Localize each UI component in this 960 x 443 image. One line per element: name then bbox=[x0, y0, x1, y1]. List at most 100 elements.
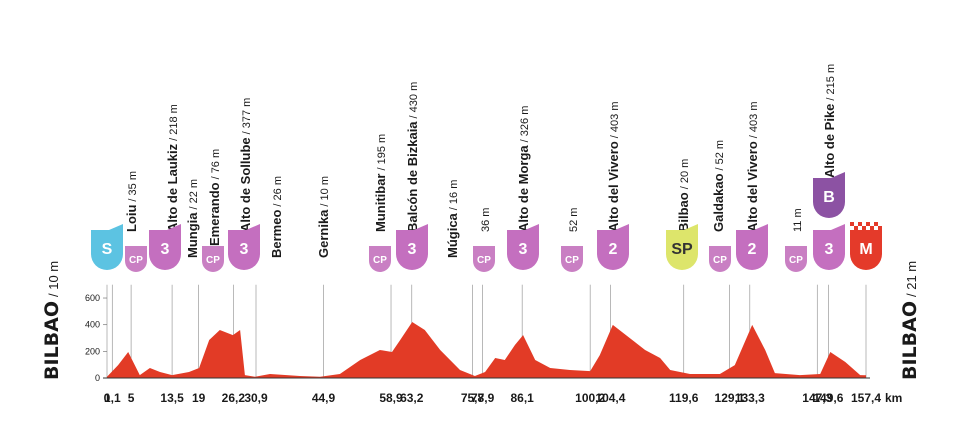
checker bbox=[866, 222, 870, 226]
badge-flag bbox=[109, 224, 123, 230]
waypoint-name: Alto del Vivero bbox=[606, 141, 621, 232]
x-tick-label: 157,4 bbox=[851, 391, 881, 405]
waypoint-label: Alto de Sollube / 377 m bbox=[238, 98, 253, 232]
badge-flag bbox=[831, 172, 845, 178]
badge-flag bbox=[414, 224, 428, 230]
badge-flag bbox=[615, 224, 629, 230]
waypoint-label: Alto del Vivero / 403 m bbox=[745, 102, 760, 232]
x-tick-label: 26,2 bbox=[222, 391, 246, 405]
waypoint-label: Alto del Vivero / 403 m bbox=[606, 102, 621, 232]
badge-flag bbox=[684, 224, 698, 230]
checker bbox=[878, 226, 882, 230]
waypoint-label: Múgica/ 16 m bbox=[445, 180, 460, 258]
badge-label: SP bbox=[671, 241, 693, 258]
badge-label: S bbox=[102, 241, 113, 258]
waypoint-elevation: / 195 m bbox=[376, 134, 388, 171]
badge bbox=[369, 246, 391, 272]
start-elevation: / 10 m bbox=[46, 261, 61, 297]
waypoint-name: Alto de Pike bbox=[822, 104, 837, 178]
badge bbox=[125, 246, 147, 272]
waypoint-elevation: / 76 m bbox=[210, 149, 222, 180]
finish-name: BILBAO bbox=[899, 301, 921, 380]
waypoint-label: Galdakao / 52 m bbox=[711, 140, 726, 232]
x-tick-label: 19 bbox=[192, 391, 206, 405]
waypoint-elevation: / 218 m bbox=[168, 104, 180, 141]
x-tick-label: 58,9 bbox=[379, 391, 403, 405]
waypoint-elevation: / 215 m bbox=[825, 64, 837, 101]
waypoint-label: Alto de Morga / 326 m bbox=[516, 106, 531, 232]
waypoint-elevation: / 52 m bbox=[714, 140, 726, 171]
x-tick-label: 129,1 bbox=[715, 391, 745, 405]
badge bbox=[709, 246, 731, 272]
waypoint-elevation: / 377 m bbox=[241, 98, 253, 135]
finish-label: BILBAO / 21 m bbox=[899, 261, 921, 380]
waypoint-label: Bilbao / 20 m bbox=[676, 159, 691, 232]
x-unit: km bbox=[885, 391, 902, 405]
waypoint-elevation: 36 m bbox=[480, 208, 492, 232]
badge-label: 3 bbox=[825, 241, 834, 258]
waypoint-label: 11 m bbox=[792, 208, 804, 232]
checker bbox=[874, 222, 878, 226]
x-tick-label: 0 bbox=[104, 391, 111, 405]
x-tick-label: 104,4 bbox=[595, 391, 625, 405]
badge bbox=[228, 230, 260, 270]
finish-elevation: / 21 m bbox=[904, 261, 919, 297]
badge bbox=[813, 178, 845, 218]
badge bbox=[666, 230, 698, 270]
waypoint-label: 36 m bbox=[480, 208, 492, 232]
waypoint-label: Munitibar / 195 m bbox=[373, 134, 388, 232]
badge-label: CP bbox=[129, 255, 143, 266]
waypoint-name: Emerando bbox=[207, 182, 222, 246]
waypoint-label: Gernika / 10 m bbox=[316, 176, 331, 258]
elevation-area bbox=[107, 322, 866, 378]
x-tick-label: 147,3 bbox=[802, 391, 832, 405]
checker bbox=[854, 226, 858, 230]
waypoint-label: Alto de Laukiz / 218 m bbox=[165, 104, 180, 232]
badge-label: 3 bbox=[161, 241, 170, 258]
waypoint-elevation: / 403 m bbox=[609, 102, 621, 139]
badge bbox=[473, 246, 495, 272]
badge-flag bbox=[831, 224, 845, 230]
waypoint-name: Alto de Morga bbox=[516, 145, 531, 232]
y-tick-label: 0 bbox=[95, 373, 100, 383]
waypoint-elevation: 52 m bbox=[568, 208, 580, 232]
badge-flag bbox=[754, 224, 768, 230]
y-tick-label: 200 bbox=[85, 346, 100, 356]
badge-label: CP bbox=[206, 255, 220, 266]
waypoint-name: Balcón de Bizkaia bbox=[405, 121, 420, 232]
waypoint-label: Mungia / 22 m bbox=[185, 179, 200, 258]
badge bbox=[597, 230, 629, 270]
x-tick-label: 63,2 bbox=[400, 391, 424, 405]
x-tick-label: 86,1 bbox=[511, 391, 535, 405]
waypoint-name: Bilbao bbox=[676, 192, 691, 232]
waypoint-elevation: / 16 m bbox=[448, 180, 460, 211]
waypoint-elevation: / 10 m bbox=[319, 176, 331, 207]
waypoint-elevation: / 22 m bbox=[188, 179, 200, 210]
checker bbox=[858, 222, 862, 226]
waypoint-elevation: 11 m bbox=[792, 208, 804, 232]
badge-label: 3 bbox=[240, 241, 249, 258]
badge-label: CP bbox=[789, 255, 803, 266]
waypoint-elevation: / 20 m bbox=[679, 159, 691, 190]
checker bbox=[850, 222, 854, 226]
waypoint-name: Múgica bbox=[445, 212, 460, 258]
badge-label: B bbox=[823, 189, 835, 206]
x-tick-label: 13,5 bbox=[160, 391, 184, 405]
badge-label: M bbox=[859, 241, 872, 258]
badge bbox=[561, 246, 583, 272]
badge-flag bbox=[525, 224, 539, 230]
badge bbox=[149, 230, 181, 270]
x-tick-label: 30,9 bbox=[244, 391, 268, 405]
badge bbox=[507, 230, 539, 270]
badge-flag bbox=[167, 224, 181, 230]
x-tick-label: 44,9 bbox=[312, 391, 336, 405]
badge bbox=[396, 230, 428, 270]
waypoint-label: Loiu / 35 m bbox=[124, 171, 139, 232]
badge-label: CP bbox=[373, 255, 387, 266]
badge-label: CP bbox=[565, 255, 579, 266]
waypoint-name: Munitibar bbox=[373, 174, 388, 233]
badge-label: 2 bbox=[609, 241, 618, 258]
badge bbox=[813, 230, 845, 270]
x-tick-label: 75,8 bbox=[461, 391, 485, 405]
x-tick-label: 5 bbox=[128, 391, 135, 405]
